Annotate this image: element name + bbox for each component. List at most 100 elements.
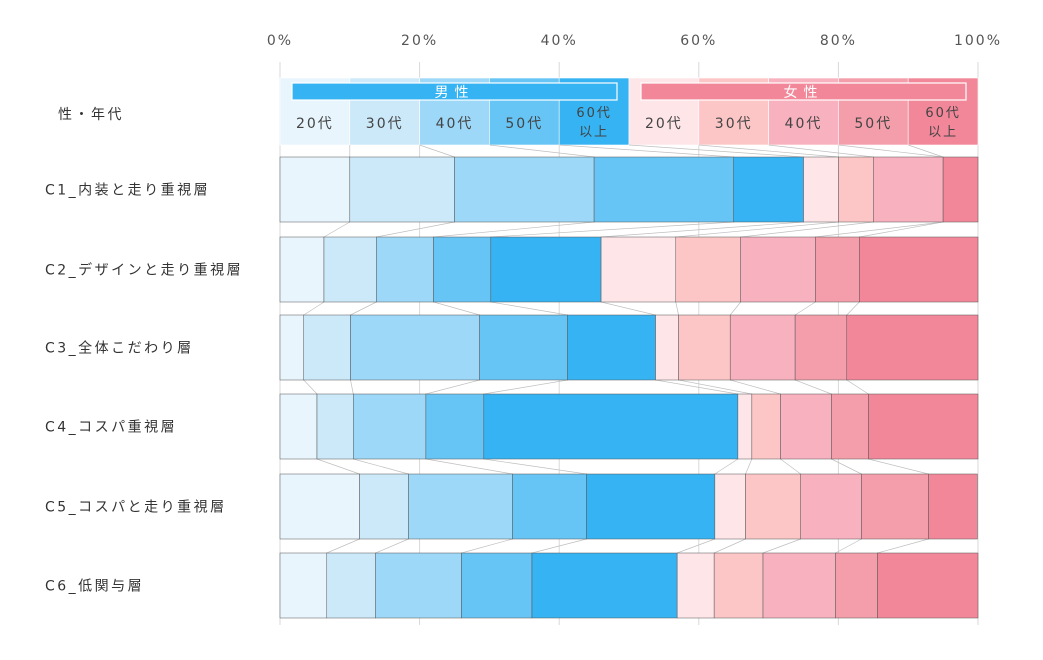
connector-line — [730, 379, 781, 395]
connector-line — [425, 379, 480, 395]
connector-line — [835, 538, 862, 554]
bar-segment — [279, 314, 304, 381]
header-segment-label: 以上 — [928, 125, 958, 140]
bar-segment — [729, 314, 796, 381]
connector-line — [326, 538, 360, 554]
bar-segment — [873, 156, 944, 223]
connector-line — [350, 301, 377, 316]
connector-line — [714, 538, 746, 554]
header-segment-label: 30代 — [715, 116, 753, 132]
bar-segment — [751, 393, 781, 460]
connector-line — [846, 379, 869, 395]
connector-line — [303, 301, 325, 316]
bar-segment — [326, 552, 376, 619]
connector-line — [831, 458, 862, 475]
bar-segment — [745, 473, 801, 540]
connector-line — [762, 538, 801, 554]
x-tick-label: 40% — [541, 33, 578, 49]
connector-line — [838, 144, 944, 158]
bar-segment — [838, 156, 874, 223]
bar-segment — [861, 473, 929, 540]
bar-segment — [375, 552, 462, 619]
connector-line — [675, 221, 839, 238]
connector-line — [794, 301, 816, 316]
connector-line — [846, 301, 860, 316]
bar-segment — [762, 552, 836, 619]
gender-banner-label: 男性 — [435, 85, 475, 101]
connector-line — [768, 144, 874, 158]
row-label: C1_内装と走り重視層 — [45, 183, 210, 199]
connector-line — [433, 221, 595, 238]
bar-segment — [353, 393, 427, 460]
bar-segment — [512, 473, 587, 540]
bar-segment — [678, 314, 731, 381]
header-segment-label: 50代 — [854, 116, 892, 132]
bar-segment — [279, 552, 328, 619]
connector-line — [868, 458, 929, 475]
bar-segment — [479, 314, 568, 381]
bar-segment — [800, 473, 862, 540]
connector-line — [678, 379, 752, 395]
connector-line — [353, 458, 409, 475]
bar-segment — [586, 473, 716, 540]
bar-segment — [942, 156, 979, 223]
bar-segment — [454, 156, 595, 223]
connector-line — [483, 379, 568, 395]
connector-line — [531, 538, 587, 554]
bar-segment — [323, 236, 377, 303]
row-label: C2_デザインと走り重視層 — [45, 262, 243, 279]
bar-segment — [831, 393, 869, 460]
bar-segment — [675, 236, 741, 303]
header-segment-label: 30代 — [366, 116, 404, 132]
header-segment-label: 50代 — [505, 116, 543, 132]
row-label: C5_コスパと走り重視層 — [45, 500, 227, 516]
bar-segment — [349, 156, 455, 223]
bar-segment — [376, 236, 434, 303]
connector-line — [490, 301, 568, 316]
x-tick-label: 60% — [680, 33, 717, 49]
connector-line — [628, 144, 804, 158]
connector-line — [376, 221, 455, 238]
bar-segment — [877, 552, 979, 619]
bar-segment — [733, 156, 804, 223]
x-tick-label: 80% — [820, 33, 857, 49]
bar-segment — [433, 236, 492, 303]
bar-segment — [279, 473, 360, 540]
gender-banner — [291, 82, 618, 101]
connector-line — [433, 301, 480, 316]
x-tick-label: 20% — [401, 33, 438, 49]
connector-line — [859, 221, 944, 238]
connector-line — [780, 458, 801, 475]
bar-segment — [803, 156, 839, 223]
connector-line — [794, 379, 832, 395]
bar-segment — [815, 236, 860, 303]
connector-line — [908, 144, 944, 158]
connector-line — [323, 221, 350, 238]
header-segment-label: 20代 — [645, 116, 683, 132]
bar-segment — [868, 393, 979, 460]
connector-line — [303, 379, 318, 395]
connector-line — [461, 538, 513, 554]
bar-segment — [350, 314, 480, 381]
bar-segment — [359, 473, 409, 540]
header-segment-label: 20代 — [296, 116, 334, 132]
gender-banner-label: 女性 — [784, 84, 824, 101]
connector-line — [483, 458, 587, 475]
connector-line — [877, 538, 929, 554]
bar-segment — [279, 156, 351, 223]
connector-line — [350, 379, 354, 395]
connector-line — [714, 458, 739, 475]
connector-line — [419, 144, 455, 158]
bar-segment — [780, 393, 832, 460]
bar-segment — [408, 473, 513, 540]
bar-segment — [490, 236, 602, 303]
row-label: C3_全体こだわり層 — [45, 340, 194, 357]
bar-segment — [714, 473, 746, 540]
connector-line — [600, 301, 656, 316]
bar-segment — [740, 236, 816, 303]
row-label: C6_低関与層 — [45, 579, 144, 595]
x-tick-label: 0% — [267, 33, 293, 49]
bar-segment — [655, 314, 679, 381]
connector-line — [601, 221, 804, 238]
connector-line — [698, 144, 839, 158]
